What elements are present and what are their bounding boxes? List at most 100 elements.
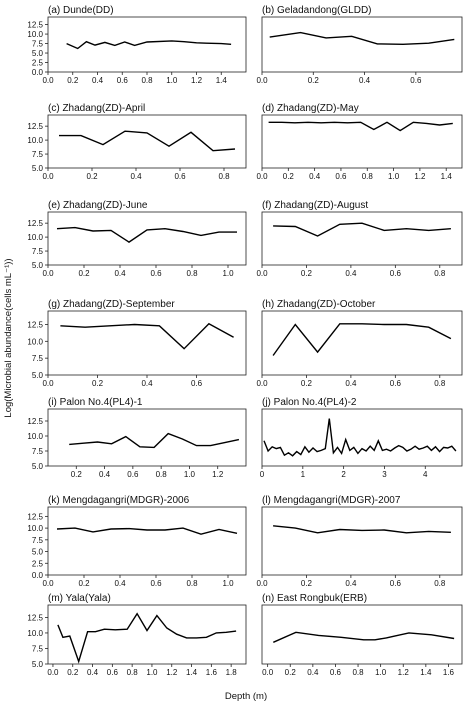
- panel-1: (a) Dunde(DD)0.02.55.07.510.012.50.0 0.2 0…: [27, 5, 247, 85]
- x-tick-label: 0.2: [67, 76, 79, 85]
- x-tick-label: 0.2: [285, 668, 297, 677]
- panel-frame: [261, 310, 463, 376]
- panel-title: (b) Geladandong(GLDD): [262, 5, 372, 16]
- x-tick-label: 0.8: [186, 579, 198, 588]
- series-line: [56, 527, 238, 535]
- y-tick-label: 2.5: [32, 559, 44, 568]
- x-tick-label: 0.6: [410, 76, 422, 85]
- x-tick-label: 0.2: [78, 269, 90, 278]
- x-tick-label: 0.4: [307, 668, 319, 677]
- panel-frame: [47, 114, 247, 169]
- x-tick-label: 0.6: [127, 470, 139, 479]
- panel-8: (h) Zhadang(ZD)-October 0.0 0.2 0.4 0.6 0.8: [256, 299, 463, 388]
- x-tick-label: 0.2: [308, 76, 320, 85]
- x-tick-label: 1.2: [212, 470, 224, 479]
- x-axis-label: Depth (m): [225, 691, 267, 702]
- panel-title: (j) Palon No.4(PL4)-2: [262, 397, 357, 408]
- series-line: [273, 222, 451, 237]
- y-tick-label: 12.5: [27, 320, 43, 329]
- y-tick-label: 10.0: [27, 432, 43, 441]
- y-tick-label: 10.0: [27, 524, 43, 533]
- panel-frame: [261, 604, 463, 665]
- x-tick-label: 0.6: [390, 579, 402, 588]
- x-tick-label: 0.6: [107, 668, 119, 677]
- x-tick-label: 1.2: [166, 668, 178, 677]
- x-tick-label: 0.8: [218, 172, 230, 181]
- panel-title: (e) Zhadang(ZD)-June: [48, 200, 148, 211]
- y-axis-label: Log(Microbial abundance(cells mL⁻¹)): [3, 258, 14, 417]
- panel-title: (l) Mengdagangri(MDGR)-2007: [262, 495, 401, 506]
- panel-title: (d) Zhadang(ZD)-May: [262, 103, 359, 114]
- x-tick-label: 0.6: [330, 668, 342, 677]
- x-tick-label: 1.6: [443, 668, 455, 677]
- series-line: [273, 631, 455, 643]
- x-tick-label: 0.0: [262, 668, 274, 677]
- x-tick-label: 0.2: [301, 269, 313, 278]
- x-tick-label: 0.0: [256, 379, 268, 388]
- x-tick-label: 0.2: [78, 579, 90, 588]
- x-tick-label: 0.2: [67, 668, 79, 677]
- panel-frame: [47, 506, 247, 576]
- panel-frame: [261, 211, 463, 266]
- x-tick-label: 0.4: [141, 379, 153, 388]
- panel-frame: [47, 408, 247, 467]
- y-tick-label: 5.0: [32, 462, 44, 471]
- panel-frame: [47, 211, 247, 266]
- y-tick-label: 2.5: [32, 59, 44, 68]
- y-tick-label: 7.5: [32, 150, 44, 159]
- x-tick-label: 0.6: [191, 379, 203, 388]
- y-tick-label: 5.0: [32, 49, 44, 58]
- y-tick-label: 12.5: [27, 219, 43, 228]
- x-tick-label: 0.8: [434, 269, 446, 278]
- x-tick-label: 0.4: [309, 172, 321, 181]
- x-tick-label: 0.8: [434, 579, 446, 588]
- x-tick-label: 0.4: [130, 172, 142, 181]
- y-tick-label: 5.0: [32, 371, 44, 380]
- y-tick-label: 7.5: [32, 247, 44, 256]
- panel-2: (b) Geladandong(GLDD) 0.0 0.2 0.4 0.6: [256, 5, 463, 85]
- x-tick-label: 0.0: [256, 76, 268, 85]
- x-tick-label: 0.8: [362, 172, 374, 181]
- x-tick-label: 0.2: [86, 172, 98, 181]
- panel-frame: [47, 604, 247, 665]
- x-tick-label: 1.8: [226, 668, 238, 677]
- x-tick-label: 0.8: [186, 269, 198, 278]
- x-tick-label: 0.0: [42, 579, 54, 588]
- x-tick-label: 3: [382, 470, 387, 479]
- x-tick-label: 0.0: [42, 269, 54, 278]
- panel-12: (l) Mengdagangri(MDGR)-2007 0.0 0.2 0.4 0.6 0…: [256, 495, 463, 588]
- x-tick-label: 0.6: [117, 76, 129, 85]
- panel-11: (k) Mengdagangri(MDGR)-2006 0.0 2.5 5.0 7.5 1…: [27, 495, 247, 588]
- panel-13: (m) Yala(Yala) 5.0 7.5 10.0 12.5 0.0 0.2 0.4 0.6…: [27, 593, 247, 677]
- x-tick-label: 0.2: [301, 579, 313, 588]
- x-tick-label: 0.6: [150, 269, 162, 278]
- x-tick-label: 0.0: [42, 379, 54, 388]
- x-tick-label: 0.0: [42, 76, 54, 85]
- y-tick-label: 12.5: [27, 512, 43, 521]
- y-tick-label: 10.0: [27, 337, 43, 346]
- x-tick-label: 0.2: [71, 470, 83, 479]
- y-tick-label: 0.0: [32, 68, 44, 77]
- x-tick-label: 1: [301, 470, 306, 479]
- x-tick-label: 0.4: [114, 269, 126, 278]
- x-tick-label: 1.4: [216, 76, 228, 85]
- panel-frame: [47, 16, 247, 73]
- x-tick-label: 0.4: [87, 668, 99, 677]
- series-line: [57, 612, 237, 664]
- x-tick-label: 1.0: [388, 172, 400, 181]
- series-line: [69, 432, 240, 449]
- panel-title: (i) Palon No.4(PL4)-1: [48, 397, 143, 408]
- y-tick-label: 7.5: [32, 40, 44, 49]
- x-tick-label: 1.2: [191, 76, 203, 85]
- x-tick-label: 0.4: [345, 269, 357, 278]
- panel-7: (g) Zhadang(ZD)-September 5.0 7.5 10.0 12.5 0…: [27, 299, 247, 388]
- x-tick-label: 0.4: [345, 579, 357, 588]
- panel-6: (f) Zhadang(ZD)-August 0.0 0.2 0.4 0.6 0.8: [256, 200, 463, 278]
- panel-title: (m) Yala(Yala): [48, 593, 111, 604]
- panel-10: (j) Palon No.4(PL4)-2 0 1 2 3 4: [260, 397, 463, 479]
- x-tick-label: 0.4: [345, 379, 357, 388]
- panel-14: (n) East Rongbuk(ERB) 0.0 0.2 0.4 0.6 0.8 1.0 1…: [261, 593, 463, 677]
- x-tick-label: 0.8: [127, 668, 139, 677]
- panel-title: (a) Dunde(DD): [48, 5, 114, 16]
- panel-frame: [261, 16, 463, 73]
